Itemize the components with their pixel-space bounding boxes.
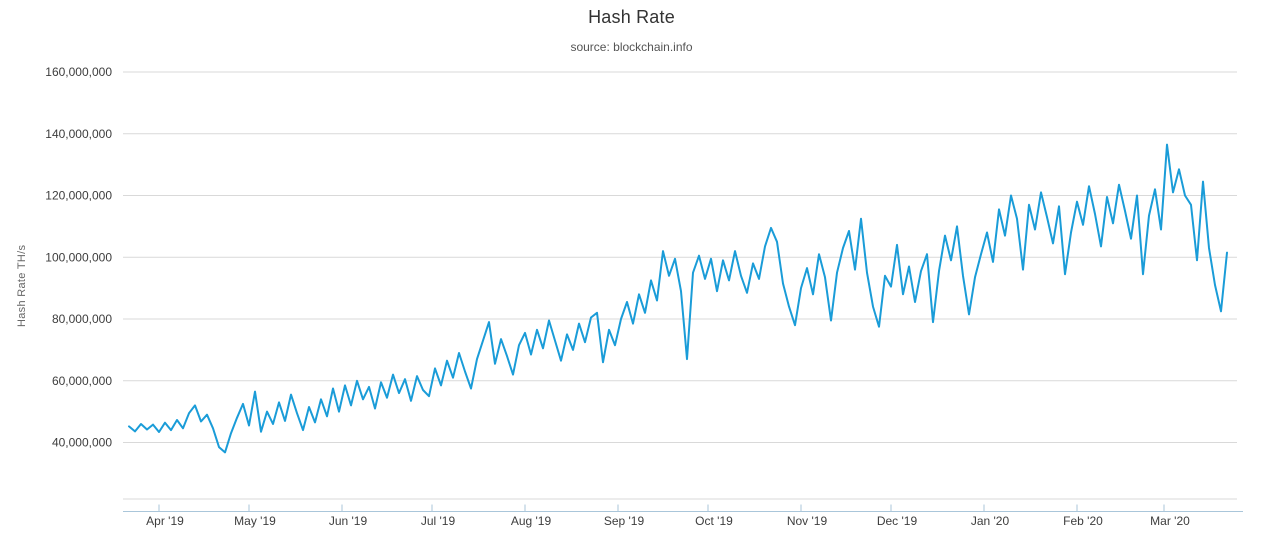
x-tick-label: Nov '19: [787, 514, 828, 528]
x-tick-label: Feb '20: [1063, 514, 1103, 528]
y-tick-label: 100,000,000: [45, 250, 112, 264]
x-tick-label: Jul '19: [421, 514, 456, 528]
hash-rate-line: [128, 143, 1228, 454]
y-tick-label: 60,000,000: [52, 374, 112, 388]
chart-title: Hash Rate: [588, 7, 675, 27]
x-tick-label: Dec '19: [877, 514, 918, 528]
y-tick-label: 40,000,000: [52, 436, 112, 450]
y-tick-label: 160,000,000: [45, 65, 112, 79]
y-tick-label: 140,000,000: [45, 127, 112, 141]
x-tick-label: May '19: [234, 514, 276, 528]
x-tick-label: Jun '19: [329, 514, 368, 528]
x-tick-label: Apr '19: [146, 514, 184, 528]
x-tick-label: Jan '20: [971, 514, 1010, 528]
y-tick-label: 120,000,000: [45, 189, 112, 203]
x-tick-label: Oct '19: [695, 514, 733, 528]
chart-subtitle: source: blockchain.info: [570, 40, 693, 54]
x-tick-label: Aug '19: [511, 514, 552, 528]
x-tick-label: Sep '19: [604, 514, 645, 528]
x-tick-label: Mar '20: [1150, 514, 1190, 528]
y-tick-label: 80,000,000: [52, 312, 112, 326]
